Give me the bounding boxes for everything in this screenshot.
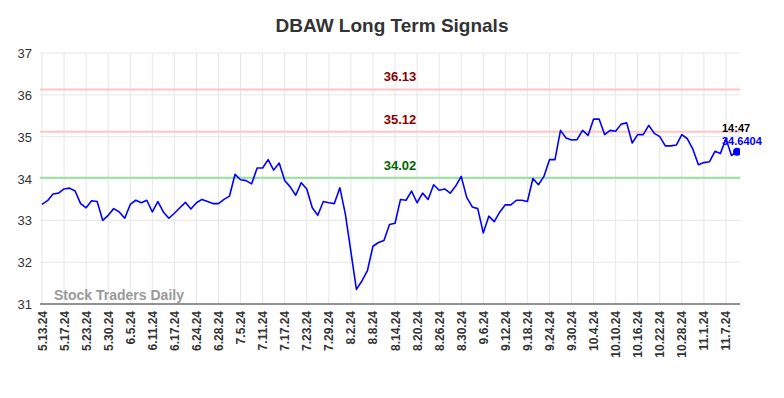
x-tick-label: 5.23.24: [80, 311, 94, 351]
x-tick-label: 6.11.24: [146, 311, 160, 351]
reference-label: 35.12: [384, 112, 417, 127]
y-tick-label: 34: [18, 172, 32, 187]
plot-area: [42, 119, 740, 289]
x-tick-label: 6.24.24: [190, 311, 204, 351]
y-tick-label: 36: [18, 88, 32, 103]
x-tick-label: 10.28.24: [675, 311, 689, 358]
reference-label: 36.13: [384, 69, 417, 84]
x-tick-label: 11.7.24: [719, 311, 733, 351]
x-tick-label: 8.2.24: [344, 311, 358, 345]
x-tick-label: 9.18.24: [521, 311, 535, 351]
x-tick-label: 7.23.24: [300, 311, 314, 351]
x-tick-label: 8.20.24: [411, 311, 425, 351]
x-tick-label: 10.4.24: [587, 311, 601, 351]
x-tick-label: 5.30.24: [102, 311, 116, 351]
x-tick-label: 10.22.24: [653, 311, 667, 358]
x-axis: [40, 304, 740, 305]
x-tick-label: 5.13.24: [36, 311, 50, 351]
grid-line: [40, 136, 740, 137]
grid-line: [40, 94, 740, 95]
grid-line: [40, 178, 740, 179]
x-tick-label: 10.10.24: [609, 311, 623, 358]
x-tick-label: 7.5.24: [234, 311, 248, 345]
reference-line: [40, 177, 740, 179]
reference-line: [40, 131, 740, 133]
grid-line: [40, 53, 740, 54]
reference-line: [40, 88, 740, 90]
price-line: [42, 119, 737, 289]
x-tick-label: 8.8.24: [366, 311, 380, 345]
x-tick-label: 7.29.24: [322, 311, 336, 351]
x-tick-label: 6.17.24: [168, 311, 182, 351]
x-tick-label: 8.14.24: [389, 311, 403, 351]
x-tick-label: 6.5.24: [124, 311, 138, 345]
x-tick-label: 5.17.24: [58, 311, 72, 351]
x-tick-label: 6.28.24: [212, 311, 226, 351]
x-tick-label: 9.24.24: [543, 311, 557, 351]
x-tick-label: 7.17.24: [278, 311, 292, 351]
time-label: 14:47: [722, 122, 750, 134]
y-tick-label: 32: [18, 255, 32, 270]
grid-line: [40, 262, 740, 263]
x-tick-label: 9.30.24: [565, 311, 579, 351]
x-tick-label: 10.16.24: [631, 311, 645, 358]
x-tick-label: 9.12.24: [499, 311, 513, 351]
grid-line: [40, 304, 740, 305]
x-tick-label: 7.11.24: [256, 311, 270, 351]
y-tick-label: 35: [18, 130, 32, 145]
y-tick-label: 31: [18, 297, 32, 312]
x-tick-label: 9.6.24: [477, 311, 491, 345]
y-tick-label: 33: [18, 213, 32, 228]
x-tick-label: 8.26.24: [433, 311, 447, 351]
x-tick-label: 11.1.24: [697, 311, 711, 351]
y-tick-label: 37: [18, 46, 32, 61]
grid-line: [40, 220, 740, 221]
chart: DBAW Long Term Signals 31 32 33 34 35 36 37 5.13…: [0, 0, 784, 398]
last-point: [733, 148, 740, 156]
x-tick-label: 8.30.24: [455, 311, 469, 351]
title: DBAW Long Term Signals: [276, 15, 509, 36]
reference-label: 34.02: [384, 158, 417, 173]
watermark: Stock Traders Daily: [54, 287, 184, 303]
